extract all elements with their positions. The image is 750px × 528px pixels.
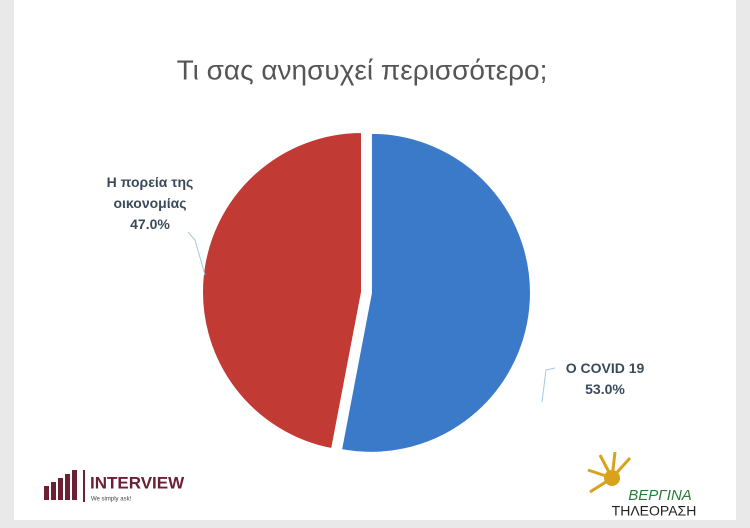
interview-logo: INTERVIEW We simply ask! bbox=[44, 470, 185, 503]
vergina-sub: ΤΗΛΕΟΡΑΣΗ bbox=[612, 503, 697, 519]
leader-line bbox=[187, 231, 206, 276]
category-label: Ο COVID 19 bbox=[565, 360, 645, 376]
category-label: Η πορεία της οικονομίας bbox=[106, 174, 194, 211]
interview-name: INTERVIEW bbox=[90, 473, 185, 492]
slice-label: Ο COVID 19 53.0% bbox=[560, 358, 650, 400]
value-label: 47.0% bbox=[130, 216, 170, 232]
pie-slice bbox=[201, 130, 363, 451]
leader-line bbox=[541, 367, 556, 403]
chart-title: Τι σας ανησυχεί περισσότερο; bbox=[177, 54, 548, 85]
vergina-name: ΒΕΡΓΙΝΑ bbox=[628, 487, 692, 504]
pie-slice bbox=[339, 131, 532, 454]
slice-label: Η πορεία της οικονομίας 47.0% bbox=[85, 172, 215, 235]
interview-slogan: We simply ask! bbox=[91, 497, 132, 503]
vergina-logo: ΒΕΡΓΙΝΑ ΤΗΛΕΟΡΑΣΗ bbox=[587, 451, 697, 519]
value-label: 53.0% bbox=[585, 381, 625, 397]
